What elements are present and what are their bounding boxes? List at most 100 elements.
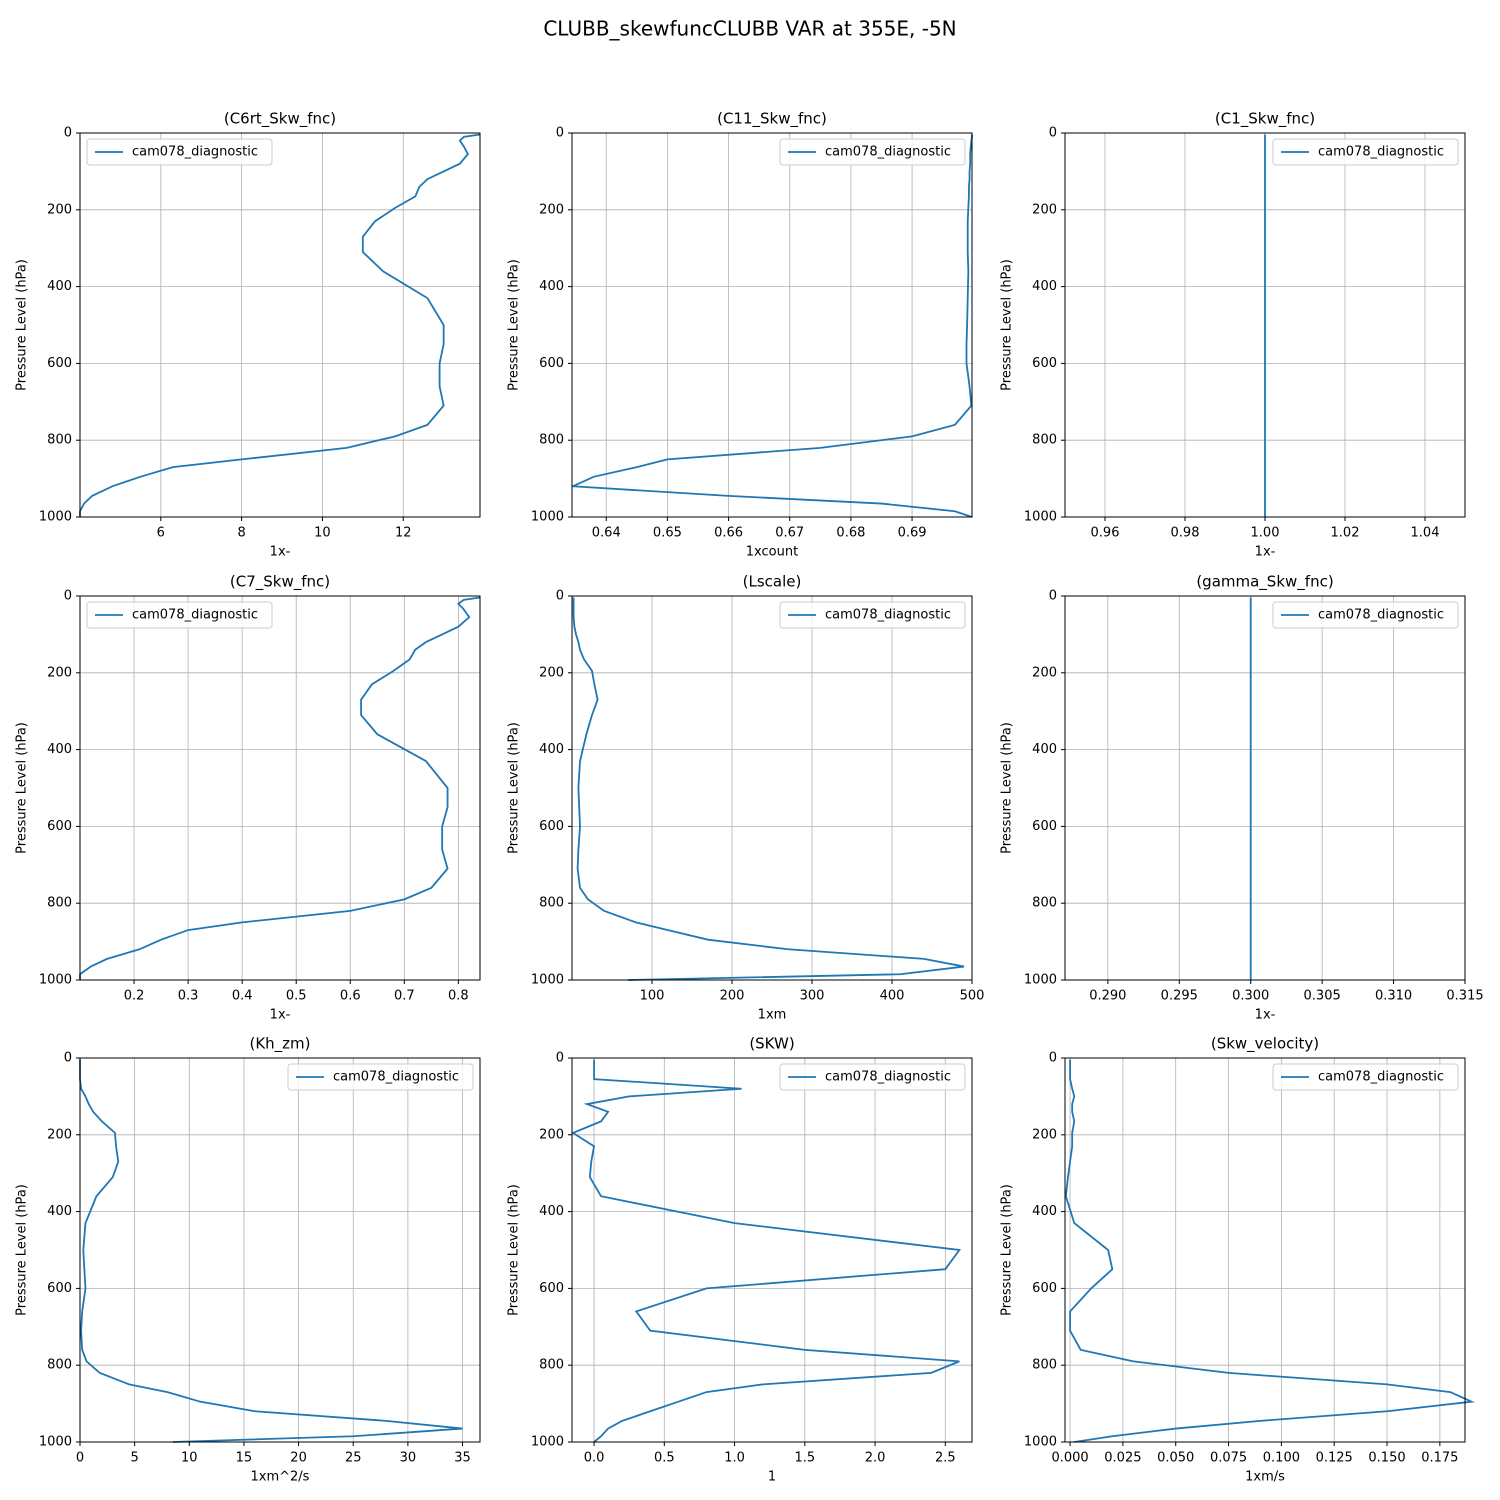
x-tick-label: 0.050 <box>1157 1451 1194 1466</box>
y-tick-label: 600 <box>1032 819 1057 834</box>
subplot-title: (C1_Skw_fnc) <box>1215 110 1315 129</box>
x-axis-label: 1x- <box>270 1008 291 1023</box>
y-tick-label: 400 <box>539 1204 564 1219</box>
y-tick-label: 0 <box>1049 589 1057 604</box>
x-tick-label: 10 <box>181 1451 198 1466</box>
y-tick-label: 0 <box>556 1051 564 1066</box>
legend-label: cam078_diagnostic <box>132 145 258 160</box>
x-tick-label: 0.3 <box>178 989 199 1004</box>
x-tick-label: 15 <box>236 1451 253 1466</box>
axes-frame <box>1064 595 1466 981</box>
y-axis-label: Pressure Level (hPa) <box>507 722 522 854</box>
subplot-title: (Lscale) <box>743 573 802 591</box>
y-tick-label: 800 <box>47 1358 72 1373</box>
profile-line <box>79 596 481 980</box>
subplot-title: (C6rt_Skw_fnc) <box>224 110 336 129</box>
legend-box <box>779 1063 966 1091</box>
x-tick-label: 10 <box>314 526 331 541</box>
legend-box <box>1272 1063 1459 1091</box>
x-tick-label: 0.075 <box>1210 1451 1247 1466</box>
y-axis-label: Pressure Level (hPa) <box>15 1184 30 1316</box>
x-tick-label: 200 <box>720 989 745 1004</box>
x-axis-label: 1xm <box>758 1008 787 1023</box>
y-tick-label: 200 <box>1032 665 1057 680</box>
y-tick-label: 800 <box>1032 896 1057 911</box>
x-axis-label: 1xm/s <box>1245 1470 1285 1485</box>
y-tick-label: 800 <box>47 896 72 911</box>
y-tick-label: 200 <box>539 202 564 217</box>
x-tick-label: 2.5 <box>935 1451 956 1466</box>
x-tick-label: 100 <box>640 989 665 1004</box>
x-tick-label: 25 <box>345 1451 362 1466</box>
profile-line <box>572 597 965 981</box>
legend-label: cam078_diagnostic <box>825 608 951 623</box>
x-tick-label: 0.4 <box>232 989 253 1004</box>
y-tick-label: 0 <box>64 1051 72 1066</box>
profile-line <box>79 1059 463 1443</box>
subplot-title: (C7_Skw_fnc) <box>230 573 330 592</box>
x-tick-label: 0.290 <box>1089 989 1126 1004</box>
legend-box <box>779 601 966 629</box>
y-tick-label: 600 <box>1032 1281 1057 1296</box>
y-axis-label: Pressure Level (hPa) <box>507 259 522 391</box>
y-tick-label: 200 <box>1032 1127 1057 1142</box>
x-tick-label: 0.67 <box>775 526 804 541</box>
legend-label: cam078_diagnostic <box>132 608 258 623</box>
legend-box <box>86 601 273 629</box>
x-tick-label: 8 <box>237 526 245 541</box>
y-tick-label: 400 <box>1032 1204 1057 1219</box>
x-tick-label: 0.7 <box>394 989 415 1004</box>
x-tick-label: 0.65 <box>653 526 682 541</box>
y-tick-label: 800 <box>47 433 72 448</box>
profile-line <box>572 134 973 518</box>
x-tick-label: 5 <box>131 1451 139 1466</box>
axes-frame <box>79 132 481 518</box>
y-tick-label: 0 <box>64 126 72 141</box>
subplot-title: (Kh_zm) <box>249 1035 310 1054</box>
x-tick-label: 0.100 <box>1263 1451 1300 1466</box>
x-tick-label: 0.0 <box>584 1451 605 1466</box>
y-tick-label: 1000 <box>1024 510 1057 525</box>
y-tick-label: 600 <box>47 819 72 834</box>
x-tick-label: 30 <box>400 1451 417 1466</box>
x-tick-label: 300 <box>800 989 825 1004</box>
x-axis-label: 1x- <box>1255 1008 1276 1023</box>
y-tick-label: 200 <box>539 665 564 680</box>
x-tick-label: 1.5 <box>794 1451 815 1466</box>
x-tick-label: 1.00 <box>1251 526 1280 541</box>
x-tick-label: 20 <box>290 1451 307 1466</box>
x-axis-label: 1x- <box>270 545 291 560</box>
y-tick-label: 400 <box>539 742 564 757</box>
y-axis-label: Pressure Level (hPa) <box>507 1184 522 1316</box>
legend-label: cam078_diagnostic <box>333 1070 459 1085</box>
x-tick-label: 0.300 <box>1232 989 1269 1004</box>
y-tick-label: 200 <box>539 1127 564 1142</box>
y-tick-label: 400 <box>47 1204 72 1219</box>
x-tick-label: 0.6 <box>340 989 361 1004</box>
y-axis-label: Pressure Level (hPa) <box>1000 259 1015 391</box>
y-tick-label: 1000 <box>531 1435 564 1450</box>
y-tick-label: 400 <box>47 742 72 757</box>
y-tick-label: 800 <box>539 896 564 911</box>
x-tick-label: 0.8 <box>448 989 469 1004</box>
legend-label: cam078_diagnostic <box>1318 608 1444 623</box>
x-tick-label: 400 <box>880 989 905 1004</box>
x-tick-label: 0.5 <box>654 1451 675 1466</box>
x-tick-label: 1.0 <box>724 1451 745 1466</box>
y-tick-label: 600 <box>539 356 564 371</box>
x-tick-label: 0.310 <box>1375 989 1412 1004</box>
y-tick-label: 800 <box>1032 1358 1057 1373</box>
x-tick-label: 0.66 <box>714 526 743 541</box>
y-tick-label: 400 <box>539 279 564 294</box>
x-tick-label: 0.295 <box>1161 989 1198 1004</box>
axes-frame <box>571 595 973 981</box>
legend-label: cam078_diagnostic <box>1318 1070 1444 1085</box>
x-axis-label: 1xcount <box>746 545 798 560</box>
y-tick-label: 600 <box>1032 356 1057 371</box>
y-tick-label: 1000 <box>1024 1435 1057 1450</box>
x-tick-label: 2.0 <box>865 1451 886 1466</box>
subplot-title: (C11_Skw_fnc) <box>717 110 827 129</box>
y-tick-label: 600 <box>47 1281 72 1296</box>
x-tick-label: 0.315 <box>1446 989 1483 1004</box>
x-tick-label: 0.98 <box>1171 526 1200 541</box>
